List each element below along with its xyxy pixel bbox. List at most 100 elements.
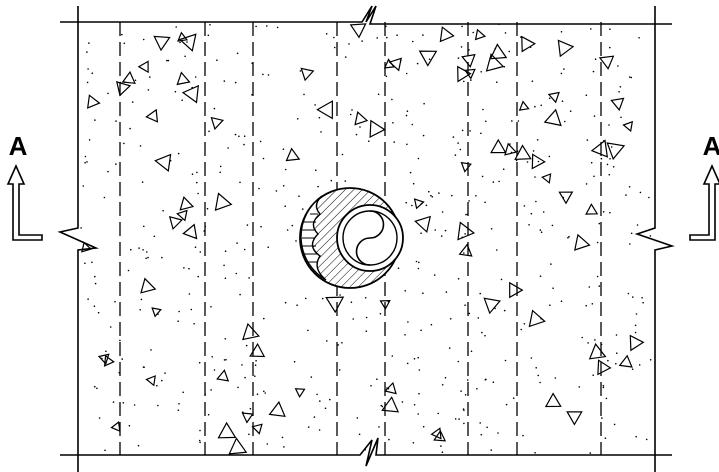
stipple-dot [216, 59, 218, 61]
stipple-dot [523, 205, 526, 207]
aggregate [439, 26, 455, 43]
stipple-dot [490, 228, 493, 230]
stipple-dot [619, 86, 622, 88]
stipple-dot [177, 409, 180, 412]
stipple-dot [468, 312, 471, 315]
stipple-dot [330, 179, 333, 182]
stipple-dot [604, 437, 607, 440]
stipple-dot [157, 404, 159, 407]
stipple-dot [338, 369, 341, 371]
aggregate [268, 400, 286, 418]
stipple-dot [286, 229, 289, 231]
stipple-dot [635, 313, 638, 315]
stipple-dot [91, 72, 94, 74]
stipple-dot [210, 306, 212, 308]
stipple-dot [105, 350, 107, 353]
stipple-dot [602, 386, 605, 389]
stipple-dot [197, 192, 199, 195]
stipple-dot [457, 278, 460, 280]
stipple-dot [480, 433, 483, 436]
stipple-dot [210, 389, 212, 391]
aggregate [151, 307, 162, 318]
stipple-dot [411, 123, 414, 126]
stipple-dot [115, 120, 117, 122]
stipple-dot [449, 318, 452, 320]
aggregate [241, 412, 254, 424]
stipple-dot [564, 120, 566, 123]
stipple-dot [498, 180, 500, 183]
stipple-dot [548, 97, 551, 100]
aggregate [384, 381, 397, 395]
stipple-dot [528, 224, 530, 226]
stipple-dot [88, 42, 90, 44]
stipple-dot [482, 108, 484, 111]
aggregate [182, 223, 198, 240]
stipple-dot [385, 75, 388, 78]
stipple-dot [348, 43, 350, 45]
stipple-dot [503, 65, 506, 68]
aggregate [541, 173, 552, 184]
stipple-dot [629, 76, 631, 78]
aggregate [168, 215, 184, 231]
stipple-dot [178, 403, 180, 405]
stipple-dot [153, 235, 156, 238]
stipple-dot [598, 222, 601, 225]
stipple-dot [211, 356, 213, 358]
stipple-dot [121, 358, 123, 360]
stipple-dot [355, 133, 358, 136]
stipple-dot [502, 168, 505, 170]
stipple-dot [618, 91, 620, 93]
stipple-dot [605, 397, 608, 400]
stipple-dot [433, 274, 436, 276]
stipple-dot [219, 171, 221, 174]
aggregate [566, 411, 583, 426]
stipple-dot [451, 194, 453, 197]
stipple-dot [298, 195, 300, 197]
stipple-dot [295, 240, 297, 242]
aggregate [249, 342, 266, 358]
stipple-dot [291, 224, 294, 227]
stipple-dot [509, 143, 511, 145]
stipple-dot [318, 116, 321, 119]
stipple-dot [112, 401, 115, 403]
stipple-dot [430, 323, 433, 326]
stipple-dot [266, 25, 268, 27]
stipple-dot [535, 367, 537, 369]
stipple-dot [337, 344, 340, 346]
stipple-dot [411, 204, 413, 207]
stipple-dot [539, 381, 541, 384]
aggregate [103, 354, 115, 367]
stipple-dot [379, 312, 382, 315]
stipple-dot [430, 194, 432, 197]
stipple-dot [540, 104, 542, 107]
stipple-dot [431, 196, 434, 198]
stipple-dot [386, 36, 388, 39]
stipple-dot [359, 126, 361, 128]
stipple-dot [539, 275, 542, 278]
aggregate [474, 28, 487, 41]
stipple-dot [243, 143, 245, 146]
stipple-dot [416, 62, 419, 65]
stipple-dot [131, 101, 134, 103]
stipple-dot [635, 435, 637, 438]
right-edge [634, 6, 675, 472]
stipple-dot [397, 267, 400, 270]
stipple-dot [425, 204, 428, 207]
stipple-dot [245, 344, 248, 347]
stipple-dot [276, 26, 279, 29]
stipple-dot [145, 257, 147, 260]
stipple-dot [609, 158, 611, 160]
stipple-dot [593, 115, 596, 117]
stipple-dot [143, 225, 145, 228]
stipple-dot [561, 100, 564, 102]
aggregate [585, 203, 599, 215]
stipple-dot [522, 434, 524, 437]
stipple-dot [548, 155, 551, 158]
stipple-dot [234, 133, 237, 136]
stipple-dot [405, 72, 408, 75]
stipple-dot [254, 364, 257, 367]
stipple-dot [94, 119, 96, 121]
stipple-dot [649, 235, 652, 237]
stipple-dot [610, 146, 613, 148]
aggregate [379, 299, 391, 311]
